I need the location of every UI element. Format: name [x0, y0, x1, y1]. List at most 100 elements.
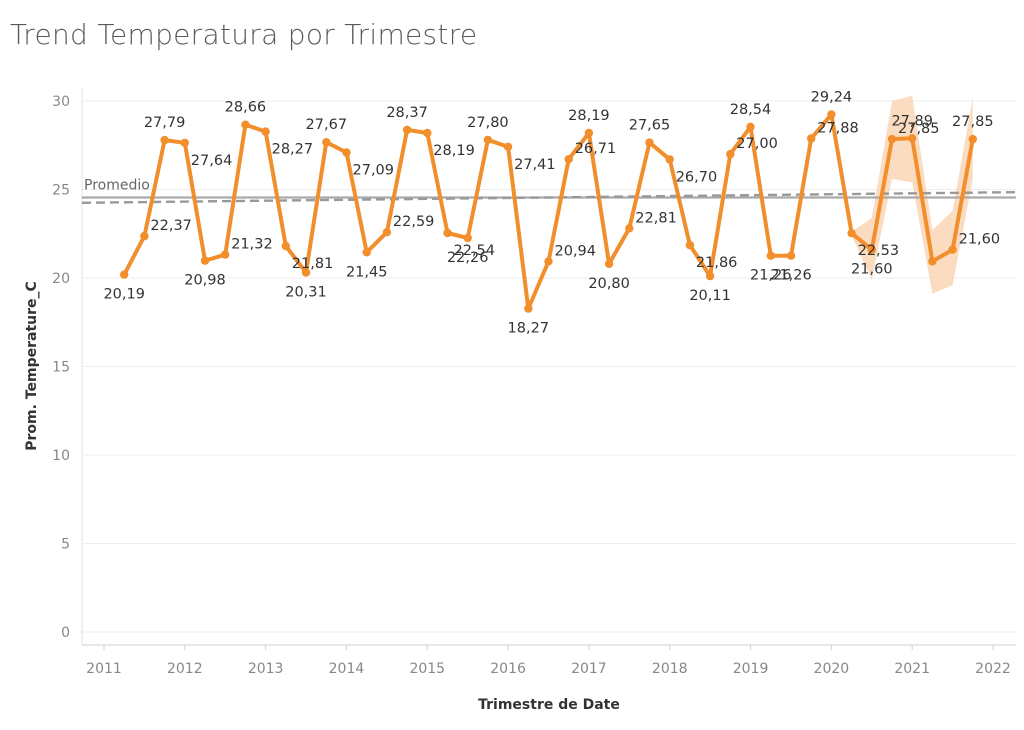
grid-lines [81, 88, 1016, 646]
data-point[interactable] [948, 245, 957, 254]
data-point[interactable] [140, 231, 149, 241]
data-label: 26,71 [575, 141, 617, 157]
forecast-band [851, 95, 973, 294]
data-point[interactable] [564, 155, 573, 164]
data-label: 27,00 [736, 136, 778, 152]
average-reference-label: Promedio [84, 177, 150, 193]
data-label: 20,98 [184, 273, 226, 289]
data-point[interactable] [423, 128, 432, 138]
data-point[interactable] [322, 138, 331, 147]
data-label: 27,67 [306, 117, 348, 133]
data-label: 21,45 [346, 264, 388, 280]
x-tick-label: 2016 [490, 661, 526, 677]
data-point[interactable] [928, 257, 937, 266]
data-label: 27,89 [891, 113, 933, 129]
data-label: 22,81 [635, 210, 677, 226]
data-label: 21,81 [292, 256, 334, 272]
data-point[interactable] [645, 138, 654, 147]
data-label: 21,60 [851, 262, 893, 278]
data-label: 27,65 [629, 118, 671, 134]
y-tick-label: 0 [61, 625, 70, 641]
data-label: 22,26 [447, 250, 489, 266]
data-point[interactable] [180, 138, 189, 147]
y-tick-label: 5 [61, 537, 70, 553]
data-point[interactable] [968, 134, 977, 144]
data-label: 27,85 [898, 121, 940, 137]
data-label: 26,70 [676, 169, 718, 185]
data-label: 20,80 [588, 276, 630, 292]
x-tick-label: 2013 [248, 661, 284, 677]
data-point[interactable] [887, 134, 897, 144]
x-axis-title: Trimestre de Date [478, 697, 620, 713]
data-point[interactable] [807, 134, 816, 143]
reference-lines: Promedio [81, 177, 1017, 204]
data-point[interactable] [544, 257, 553, 266]
data-label: 29,24 [811, 90, 853, 106]
trend-line [81, 190, 1017, 204]
data-point[interactable] [120, 270, 129, 279]
data-label: 27,64 [191, 153, 233, 169]
data-label: 22,53 [858, 243, 900, 259]
x-tick-label: 2018 [652, 661, 688, 677]
x-tick-label: 2015 [409, 661, 445, 677]
data-label: 20,94 [555, 243, 597, 259]
data-point[interactable] [867, 245, 876, 254]
data-point[interactable] [261, 127, 270, 136]
data-point[interactable] [584, 128, 594, 138]
data-point[interactable] [827, 110, 836, 119]
data-labels: 20,19 22,37 27,79 27,64 20,98 21,32 28,66 28,27… [103, 90, 1000, 337]
data-label: 27,41 [514, 157, 556, 173]
data-point[interactable] [746, 122, 755, 131]
x-tick-label: 2019 [733, 661, 769, 677]
data-point[interactable] [241, 120, 250, 129]
data-point[interactable] [665, 155, 674, 164]
data-point[interactable] [685, 240, 695, 250]
data-point[interactable] [726, 149, 735, 159]
data-point[interactable] [625, 224, 634, 233]
data-point[interactable] [301, 268, 311, 277]
data-point[interactable] [524, 304, 533, 313]
data-point[interactable] [362, 248, 371, 257]
data-label: 18,27 [508, 321, 550, 337]
data-label: 22,54 [454, 243, 496, 259]
y-tick-label: 15 [52, 360, 70, 376]
x-tick-label: 2011 [86, 661, 122, 677]
data-point[interactable] [503, 142, 513, 151]
data-label: 22,37 [150, 218, 192, 234]
data-label: 21,26 [770, 268, 812, 284]
data-point[interactable] [200, 256, 210, 265]
data-label: 21,86 [696, 255, 738, 271]
data-label: 21,32 [231, 237, 273, 253]
y-axis-title: Prom. Temperature_C [24, 281, 40, 451]
data-point[interactable] [463, 233, 472, 243]
y-tick-label: 10 [52, 448, 70, 464]
data-point[interactable] [443, 228, 452, 238]
data-point[interactable] [705, 271, 715, 281]
data-point[interactable] [402, 125, 412, 135]
x-tick-label: 2021 [894, 661, 930, 677]
x-tick-label: 2020 [814, 661, 850, 677]
data-label: 27,80 [467, 115, 509, 131]
data-label: 20,31 [285, 285, 327, 301]
data-point[interactable] [281, 241, 290, 251]
data-point[interactable] [221, 250, 230, 259]
y-tick-label: 20 [52, 271, 70, 287]
data-point[interactable] [604, 259, 614, 268]
data-point[interactable] [908, 134, 917, 143]
data-point[interactable] [786, 251, 796, 260]
data-label: 28,54 [730, 102, 772, 118]
data-label: 28,27 [272, 142, 314, 158]
data-label: 28,37 [386, 105, 428, 121]
data-point[interactable] [847, 229, 856, 238]
data-point[interactable] [382, 228, 392, 237]
data-point[interactable] [160, 135, 169, 145]
data-point[interactable] [342, 148, 351, 157]
y-tick-label: 25 [52, 183, 70, 199]
data-label: 20,11 [689, 288, 731, 304]
forecast-band-area [851, 95, 973, 294]
data-point[interactable] [766, 251, 775, 260]
data-label: 27,88 [817, 121, 859, 137]
data-point[interactable] [483, 135, 493, 145]
data-label: 21,26 [750, 268, 792, 284]
